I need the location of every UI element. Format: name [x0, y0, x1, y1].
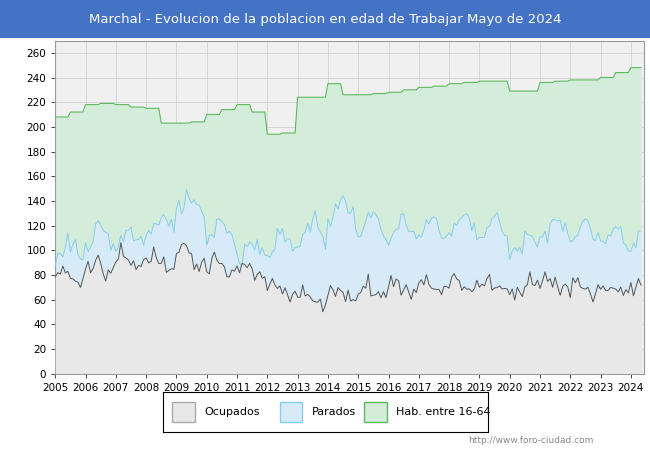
FancyBboxPatch shape: [172, 401, 195, 422]
Text: http://www.foro-ciudad.com: http://www.foro-ciudad.com: [468, 436, 593, 445]
Text: Marchal - Evolucion de la poblacion en edad de Trabajar Mayo de 2024: Marchal - Evolucion de la poblacion en e…: [89, 13, 561, 26]
FancyBboxPatch shape: [364, 401, 387, 422]
Text: Hab. entre 16-64: Hab. entre 16-64: [396, 407, 491, 417]
Text: Ocupados: Ocupados: [205, 407, 260, 417]
FancyBboxPatch shape: [280, 401, 302, 422]
Text: Parados: Parados: [312, 407, 356, 417]
